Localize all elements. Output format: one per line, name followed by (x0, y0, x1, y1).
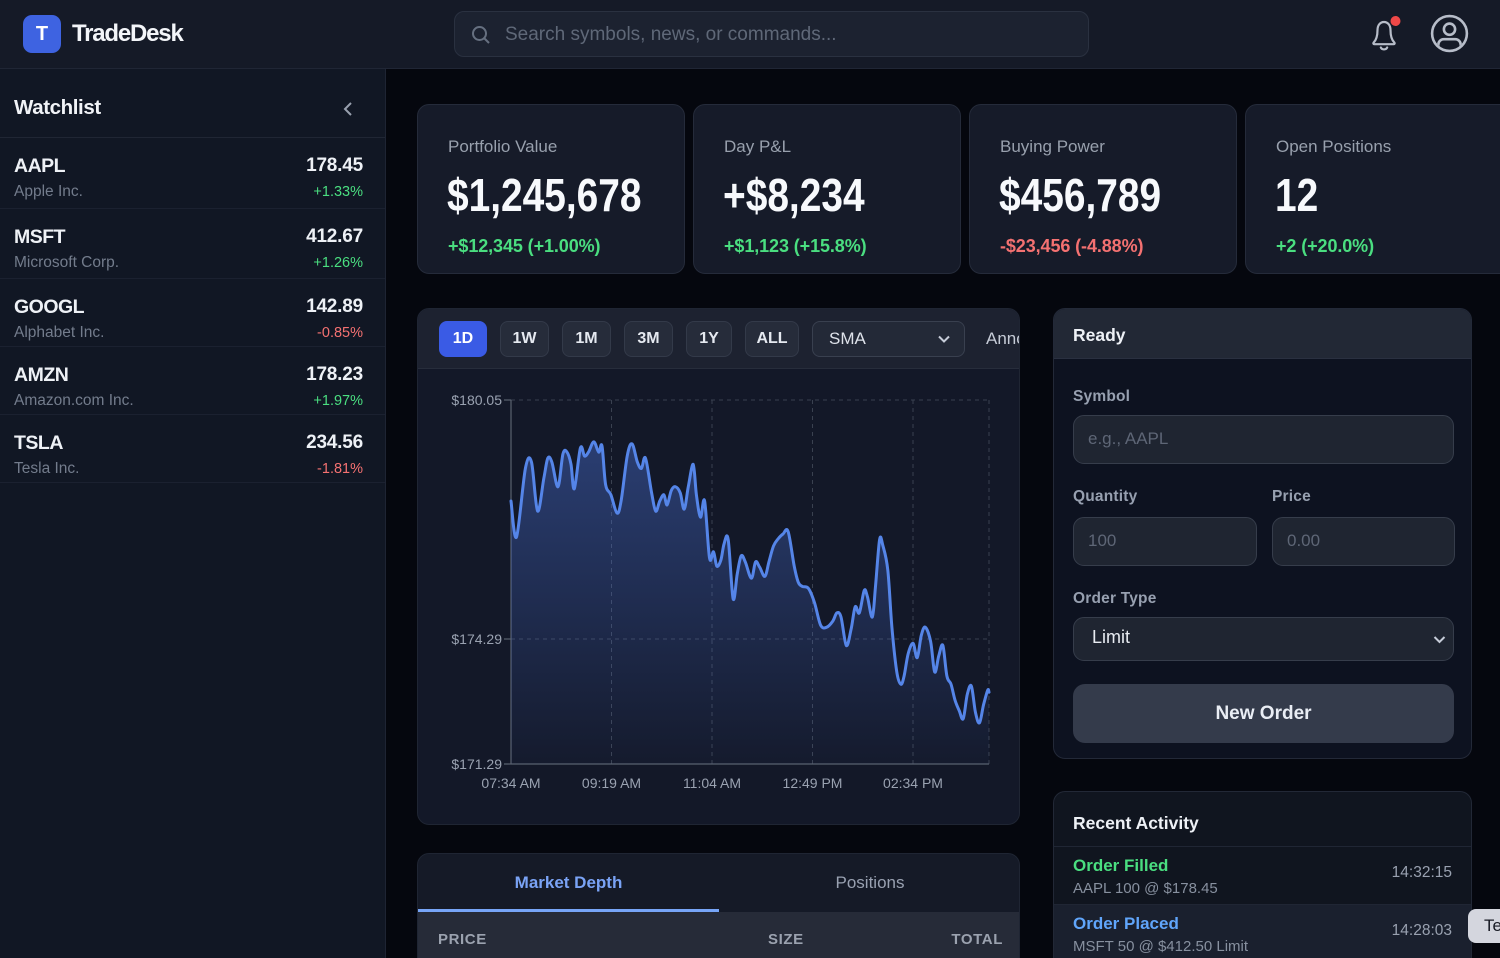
svg-text:$171.29: $171.29 (451, 756, 502, 772)
svg-text:$180.05: $180.05 (451, 392, 502, 408)
svg-text:11:04 AM: 11:04 AM (683, 775, 741, 791)
svg-text:07:34 AM: 07:34 AM (481, 775, 540, 791)
svg-text:12:49 PM: 12:49 PM (783, 775, 843, 791)
svg-text:$174.29: $174.29 (451, 631, 502, 647)
svg-text:02:34 PM: 02:34 PM (883, 775, 943, 791)
svg-text:09:19 AM: 09:19 AM (582, 775, 641, 791)
